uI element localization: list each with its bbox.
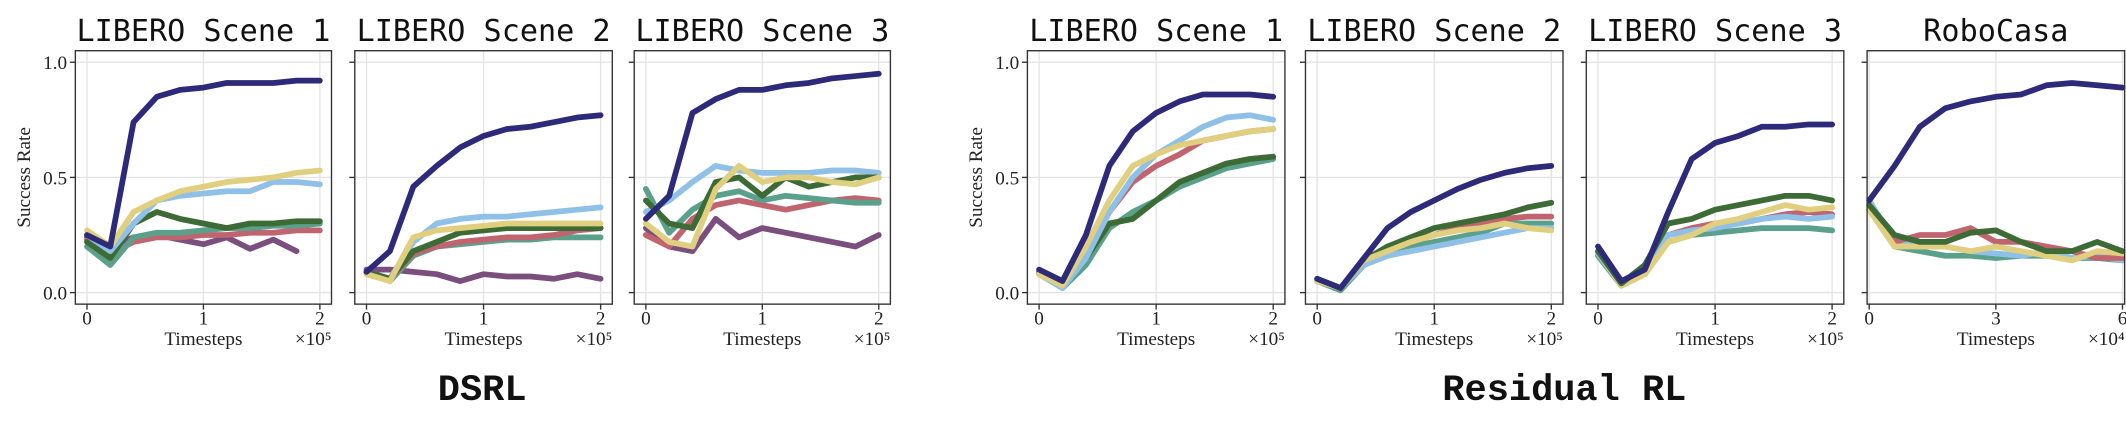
plot-frame [633,50,892,305]
chart-title: LIBERO Scene 2 [357,14,611,49]
series-line [1036,91,1277,284]
series-line [1866,202,2126,255]
plot-frame [1026,50,1286,305]
x-axis-label: Timesteps [1957,329,2035,350]
group-label: Residual RL [1442,370,1686,412]
series-line [643,186,882,236]
plot-frame [1866,50,2126,305]
y-axis-label: Success Rate [14,127,35,228]
chart-title: LIBERO Scene 2 [1307,14,1561,49]
x-offset-label: ×10⁵ [295,329,332,350]
x-axis-label: Timesteps [445,329,523,350]
series-line [643,163,882,250]
series-line [1036,126,1277,289]
series-line [363,225,604,282]
x-tick-label: 0 [1034,309,1044,330]
series-line [363,266,604,284]
y-axis-label: Success Rate [966,127,987,228]
series-line [84,179,323,255]
chart-title: LIBERO Scene 3 [1588,14,1842,49]
plot-frame [354,50,614,305]
x-tick-label: 0 [641,309,651,330]
x-axis-label: Timesteps [723,329,801,350]
series-line [84,167,323,250]
y-tick-label: 1.0 [995,53,1019,74]
x-tick-label: 2 [1827,309,1837,330]
x-offset-label: ×10⁵ [1526,329,1563,350]
plot-frame [1304,50,1564,305]
series-line [84,220,323,268]
x-tick-label: 3 [1991,309,2001,330]
x-tick-label: 2 [1546,309,1556,330]
x-axis-label: Timesteps [164,329,242,350]
x-tick-label: 0 [1593,309,1603,330]
series-line [643,163,882,215]
x-offset-label: ×10⁵ [1807,329,1844,350]
x-tick-label: 1 [1710,309,1720,330]
series-line [363,220,604,284]
series-line [1595,202,1835,289]
x-tick-label: 2 [1268,309,1278,330]
y-tick-label: 0.5 [43,168,67,189]
plot-frame [1585,50,1845,305]
chart-title: LIBERO Scene 3 [635,14,889,49]
x-tick-label: 1 [758,309,768,330]
x-axis-label: Timesteps [1117,329,1195,350]
x-offset-label: ×10⁵ [854,329,891,350]
x-tick-label: 0 [362,309,372,330]
y-tick-label: 0.0 [43,283,67,304]
y-tick-label: 0.0 [995,283,1019,304]
x-offset-label: ×10⁴ [2088,329,2125,350]
x-tick-label: 6 [2118,309,2126,330]
x-tick-label: 2 [874,309,884,330]
series-line [363,112,604,275]
x-tick-label: 0 [1864,309,1874,330]
series-line [84,77,323,250]
x-offset-label: ×10⁵ [576,329,613,350]
series-line [1314,163,1555,291]
x-tick-label: 0 [82,309,92,330]
x-tick-label: 1 [1429,309,1439,330]
series-line [1866,80,2126,204]
series-line [1595,121,1835,284]
series-line [1866,206,2126,264]
chart-title: RoboCasa [1923,14,2068,49]
series-line [643,70,882,222]
y-tick-label: 0.5 [995,168,1019,189]
x-tick-label: 1 [199,309,209,330]
x-tick-label: 1 [479,309,489,330]
chart-title: LIBERO Scene 1 [76,14,330,49]
group-label: DSRL [438,370,527,412]
x-tick-label: 2 [596,309,606,330]
x-offset-label: ×10⁵ [1248,329,1285,350]
x-axis-label: Timesteps [1676,329,1754,350]
chart-title: LIBERO Scene 1 [1029,14,1283,49]
x-tick-label: 0 [1312,309,1322,330]
x-axis-label: Timesteps [1395,329,1473,350]
series-line [643,216,882,255]
plot-frame [74,50,333,305]
x-tick-label: 2 [315,309,325,330]
x-tick-label: 1 [1151,309,1161,330]
y-tick-label: 1.0 [43,53,67,74]
